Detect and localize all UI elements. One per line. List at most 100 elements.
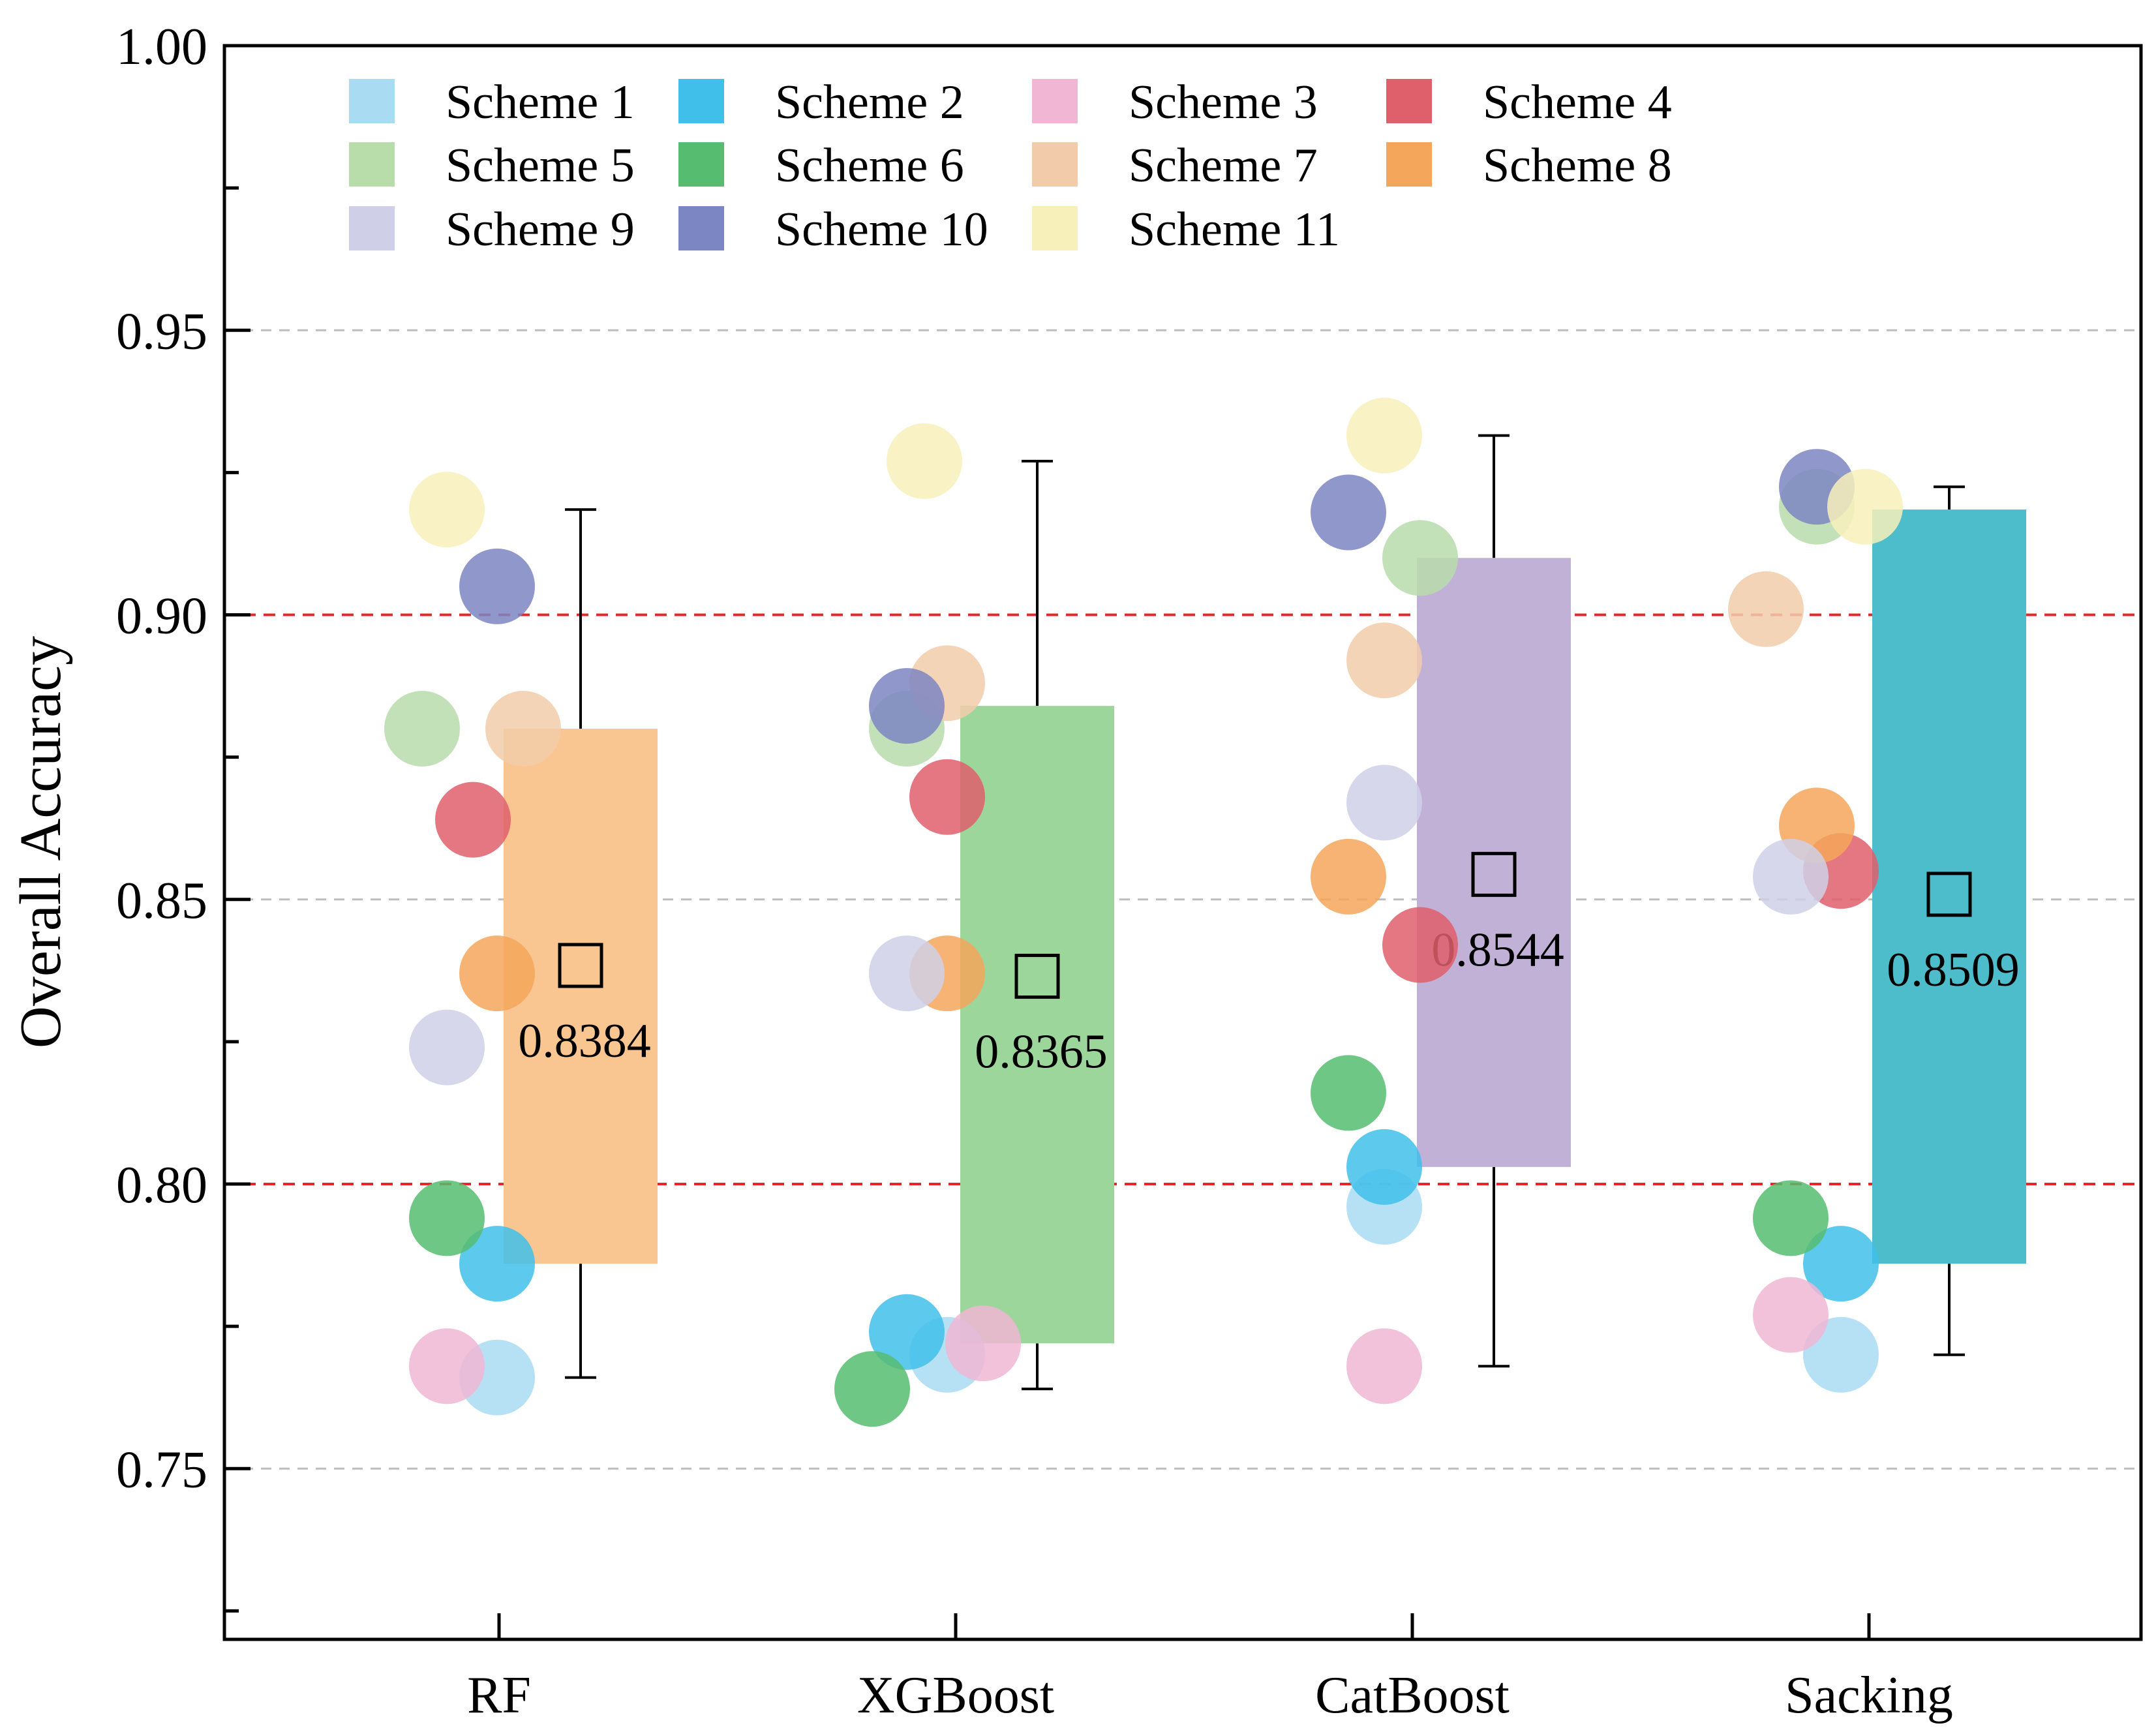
legend-item-5: Scheme 5 <box>349 139 635 192</box>
legend-swatch <box>1032 142 1078 187</box>
point-scheme-3 <box>945 1305 1021 1382</box>
legend-label: Scheme 3 <box>1129 76 1318 129</box>
legend-item-3: Scheme 3 <box>1032 76 1318 129</box>
legend-swatch <box>349 206 395 251</box>
legend-label: Scheme 6 <box>775 139 964 192</box>
point-scheme-6 <box>1311 1055 1386 1131</box>
legend-label: Scheme 7 <box>1129 139 1318 192</box>
points-catboost <box>1311 397 1458 1405</box>
point-scheme-5 <box>1382 520 1458 596</box>
box-rf <box>504 729 658 1264</box>
y-tick-label-5: 1.00 <box>116 18 207 76</box>
mean-marker <box>558 943 603 988</box>
x-tick-label-rf: RF <box>467 1667 531 1724</box>
point-scheme-9 <box>1346 765 1422 841</box>
point-scheme-6 <box>409 1180 485 1256</box>
plot-frame <box>222 44 2143 1641</box>
point-scheme-2 <box>459 1226 535 1302</box>
legend: Scheme 1 Scheme 2 Scheme 3 Scheme 4 Scheme 5… <box>349 76 1672 256</box>
mean-label: 0.8509 <box>1887 943 2020 997</box>
legend-swatch <box>1032 79 1078 123</box>
legend-swatch <box>349 142 395 187</box>
boxes: 0.8384 0.8365 0.8544 0.8509 <box>504 434 2026 1391</box>
legend-swatch <box>678 142 724 187</box>
model-group-xgboost: 0.8365 <box>960 459 1114 1391</box>
legend-item-8: Scheme 8 <box>1386 139 1672 192</box>
x-tick-label-catboost: CatBoost <box>1315 1667 1510 1724</box>
point-scheme-9 <box>409 1009 485 1086</box>
mean-label: 0.8365 <box>975 1026 1108 1079</box>
y-tick-label-1: 0.80 <box>116 1157 207 1214</box>
box-xgboost <box>960 706 1114 1344</box>
legend-label: Scheme 10 <box>775 203 988 256</box>
point-scheme-9 <box>869 935 945 1012</box>
legend-swatch <box>1032 206 1078 251</box>
point-scheme-3 <box>1346 1328 1422 1405</box>
point-scheme-3 <box>409 1328 485 1405</box>
legend-item-6: Scheme 6 <box>678 139 964 192</box>
point-scheme-10 <box>1311 474 1386 551</box>
point-scheme-9 <box>1753 838 1829 915</box>
point-scheme-2 <box>869 1294 945 1370</box>
y-axis-label: Overall Accuracy <box>8 636 73 1048</box>
legend-swatch <box>1386 79 1432 123</box>
points-xgboost <box>834 423 1021 1427</box>
point-scheme-11 <box>887 423 962 499</box>
point-scheme-11 <box>409 472 485 548</box>
legend-item-4: Scheme 4 <box>1386 76 1672 129</box>
point-scheme-7 <box>1728 571 1804 647</box>
y-tick-label-3: 0.90 <box>116 588 207 645</box>
point-scheme-7 <box>485 691 561 767</box>
legend-item-1: Scheme 1 <box>349 76 635 129</box>
legend-swatch <box>1386 142 1432 187</box>
point-scheme-2 <box>1803 1226 1879 1302</box>
legend-swatch <box>349 79 395 123</box>
point-scheme-6 <box>834 1351 910 1427</box>
point-scheme-4 <box>435 782 511 858</box>
legend-label: Scheme 2 <box>775 76 964 129</box>
model-group-sacking: 0.8509 <box>1872 485 2026 1356</box>
mean-label: 0.8384 <box>518 1014 651 1068</box>
legend-label: Scheme 9 <box>446 203 635 256</box>
legend-label: Scheme 8 <box>1483 139 1672 192</box>
points-rf <box>384 472 561 1416</box>
legend-label: Scheme 11 <box>1129 203 1340 256</box>
point-scheme-4 <box>909 759 985 835</box>
axes <box>222 44 2143 1641</box>
legend-swatch <box>678 79 724 123</box>
mean-marker <box>1471 851 1517 897</box>
mean-marker <box>1926 872 1972 917</box>
box-sacking <box>1872 509 2026 1264</box>
legend-item-2: Scheme 2 <box>678 76 964 129</box>
point-scheme-5 <box>384 691 460 767</box>
legend-label: Scheme 4 <box>1483 76 1672 129</box>
point-scheme-3 <box>1753 1277 1829 1353</box>
model-group-catboost: 0.8544 <box>1417 434 1571 1368</box>
y-tick-label-4: 0.95 <box>116 303 207 360</box>
model-group-rf: 0.8384 <box>504 508 658 1379</box>
legend-item-10: Scheme 10 <box>678 203 988 256</box>
points-sacking <box>1728 449 1903 1393</box>
point-scheme-11 <box>1346 397 1422 474</box>
point-scheme-10 <box>459 548 535 624</box>
y-axis-ticks: 0.75 0.80 0.85 0.90 0.95 1.00 <box>116 18 251 1613</box>
legend-label: Scheme 1 <box>446 76 635 129</box>
point-scheme-8 <box>459 935 535 1012</box>
x-axis-ticks: RF XGBoost CatBoost Sacking <box>467 1613 1953 1724</box>
x-tick-label-sacking: Sacking <box>1785 1667 1953 1724</box>
legend-label: Scheme 5 <box>446 139 635 192</box>
legend-item-11: Scheme 11 <box>1032 203 1340 256</box>
point-scheme-6 <box>1753 1180 1829 1256</box>
legend-item-9: Scheme 9 <box>349 203 635 256</box>
y-tick-label-2: 0.85 <box>116 872 207 930</box>
point-scheme-10 <box>869 668 945 744</box>
y-tick-label-0: 0.75 <box>116 1441 207 1498</box>
point-scheme-4 <box>1382 907 1458 983</box>
point-scheme-11 <box>1827 468 1903 545</box>
x-tick-label-xgboost: XGBoost <box>857 1667 1054 1724</box>
point-scheme-8 <box>1311 838 1386 915</box>
scheme-points <box>384 397 1903 1427</box>
point-scheme-7 <box>1346 622 1422 699</box>
legend-item-7: Scheme 7 <box>1032 139 1318 192</box>
